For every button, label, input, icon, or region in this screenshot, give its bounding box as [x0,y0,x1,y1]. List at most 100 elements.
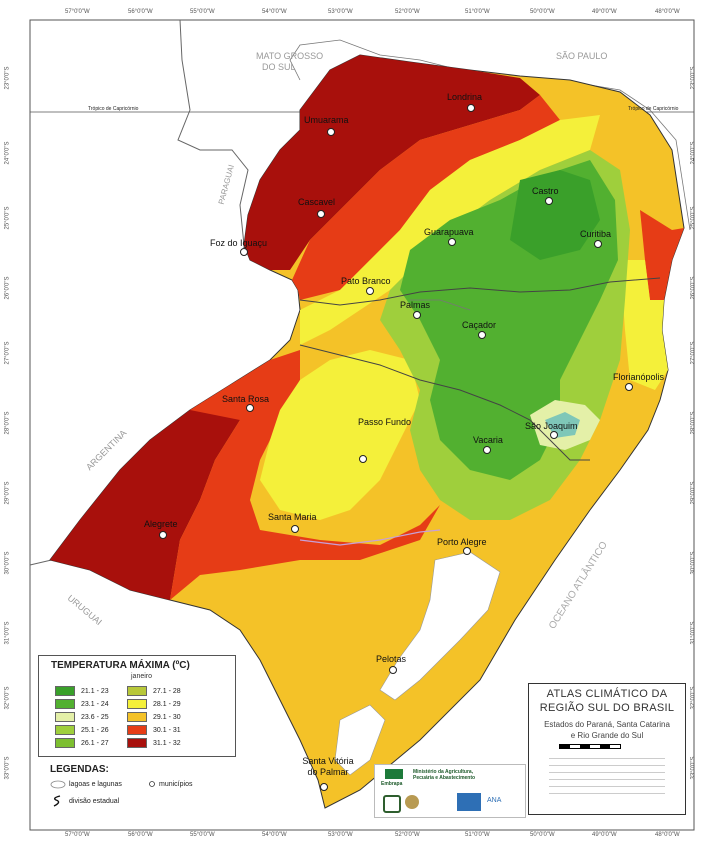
label-mato-grosso: MATO GROSSO [256,51,324,61]
longitude-tick-label: 55°0'0"W [190,9,215,15]
longitude-tick-label: 57°0'0"W [65,9,90,15]
latitude-tick-label: 29°0'0"S [4,481,11,505]
tropic-label-right: Trópico de Capricórnio [628,106,679,112]
latitude-tick-label: 33°0'0"S [690,756,697,780]
legend-class: 31.1 - 32 [127,738,181,748]
legend-class-label: 28.1 - 29 [153,700,181,708]
legend-swatch [127,738,147,748]
city-marker [625,383,633,391]
legend-class: 29.1 - 30 [127,712,181,722]
city-label: Santa Rosa [222,394,270,404]
legend-class-label: 21.1 - 23 [81,687,109,695]
legend-swatch [127,699,147,709]
longitude-tick-label: 57°0'0"W [65,832,90,838]
latitude-tick-label: 27°0'0"S [4,341,11,365]
institution-logos: Embrapa Ministério da Agricultura, Pecuá… [374,764,526,818]
mild-zone-coast [620,260,668,390]
latitude-tick-label: 24°0'0"S [4,141,11,165]
city-marker [448,238,456,246]
city-label: Curitiba [580,229,612,239]
longitude-tick-label: 48°0'0"W [655,832,680,838]
city-label: Santa Maria [268,512,317,522]
city-label: Vacaria [473,435,503,445]
city-label: Umuarama [304,115,349,125]
latitude-tick-label: 33°0'0"S [4,756,11,780]
legend-class-label: 26.1 - 27 [81,739,109,747]
latitude-tick-label: 31°0'0"S [690,621,697,645]
sc-rs-border [299,344,590,461]
legend-swatch [127,686,147,696]
city-marker [246,404,254,412]
city-label: Pato Branco [341,276,391,286]
city-marker [317,210,325,218]
city-marker [545,197,553,205]
latitude-tick-label: 25°0'0"S [690,206,697,230]
legend-month: janeiro [131,673,153,680]
legend-class: 27.1 - 28 [127,686,181,696]
university-logo [383,795,401,813]
latitude-tick-label: 23°0'0"S [690,66,697,90]
partner-logo [457,793,481,811]
city-label: São Joaquim [525,421,578,431]
hot-zone-southwest [50,380,250,600]
longitude-tick-label: 50°0'0"W [530,832,555,838]
city-label: Alegrete [144,519,178,529]
legend-class: 26.1 - 27 [55,738,109,748]
lagoa-dos-patos [379,551,501,701]
city-label: Porto Alegre [437,537,487,547]
city-marker [467,104,475,112]
atlas-title-2: REGIÃO SUL DO BRASIL [539,702,675,714]
latitude-tick-label: 29°0'0"S [690,481,697,505]
legendas-box: LEGENDAS: lagoas e lagunas municípios di… [38,760,234,820]
latitude-tick-label: 31°0'0"S [4,621,11,645]
lagoon-icon [50,780,66,789]
longitude-tick-label: 53°0'0"W [328,832,353,838]
longitude-tick-label: 49°0'0"W [592,832,617,838]
longitude-tick-label: 48°0'0"W [655,9,680,15]
city-marker [483,446,491,454]
embrapa-logo [385,769,403,779]
legend-class: 21.1 - 23 [55,686,109,696]
legend-class-label: 29.1 - 30 [153,713,181,721]
embrapa-label: Embrapa [381,781,403,787]
longitude-tick-label: 54°0'0"W [262,9,287,15]
city-marker [478,331,486,339]
city-marker [366,287,374,295]
latitude-tick-label: 28°0'0"S [690,411,697,435]
metadata-lines [549,758,665,798]
state-division-icon [53,795,61,807]
legend-swatch [55,712,75,722]
tropic-label-left: Trópico de Capricórnio [88,106,139,112]
ministerio-label: Ministério da Agricultura, Pecuária e Ab… [413,769,476,781]
city-label: Santa Vitória do Palmar [302,756,354,777]
label-do-sul: DO SUL [262,62,296,72]
city-label: Foz do Iguaçu [210,238,268,248]
city-label: Londrina [447,92,483,102]
iguacu-river [410,299,471,311]
lagoa-mirim [334,704,386,776]
atlas-subtitle-1: Estados do Paraná, Santa Catarina [544,720,670,729]
longitude-tick-label: 52°0'0"W [395,832,420,838]
municipio-icon [149,781,155,787]
city-marker [320,783,328,791]
longitude-tick-label: 56°0'0"W [128,832,153,838]
longitude-tick-label: 53°0'0"W [328,9,353,15]
city-marker [291,525,299,533]
city-marker [413,311,421,319]
city-marker [327,128,335,136]
legend-swatch [55,699,75,709]
legend-class-label: 23.1 - 24 [81,700,109,708]
legend-class: 28.1 - 29 [127,699,181,709]
longitude-tick-label: 51°0'0"W [465,9,490,15]
label-sao-paulo: SÃO PAULO [556,51,608,61]
city-marker [463,547,471,555]
longitude-tick-label: 49°0'0"W [592,9,617,15]
city-marker [594,240,602,248]
mild-zone-center [260,350,420,520]
longitude-tick-label: 55°0'0"W [190,832,215,838]
legend-municipios: municípios [148,780,192,788]
city-marker [550,431,558,439]
paraguay-border [177,19,249,246]
latitude-tick-label: 26°0'0"S [4,276,11,300]
legend-class-label: 27.1 - 28 [153,687,181,695]
